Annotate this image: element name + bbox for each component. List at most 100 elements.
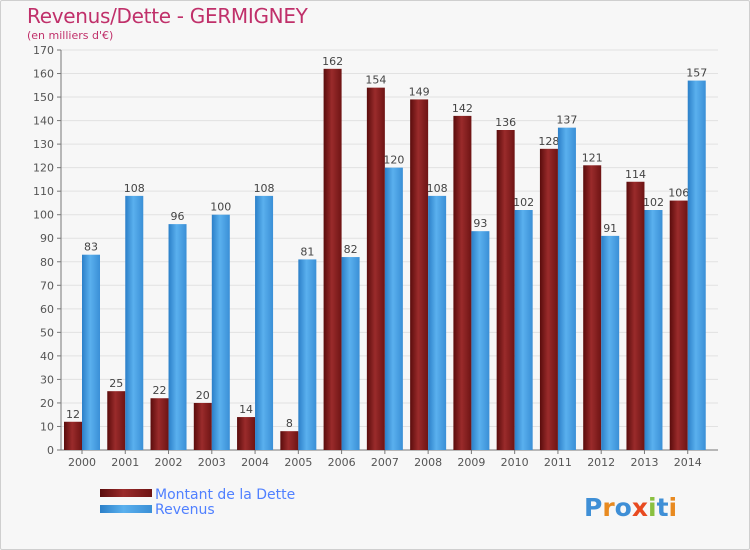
bar-dette bbox=[669, 200, 688, 450]
bar-revenus bbox=[82, 254, 100, 450]
legend-label-revenus: Revenus bbox=[155, 502, 215, 518]
data-label: 108 bbox=[124, 182, 145, 195]
bar-revenus bbox=[471, 231, 490, 450]
data-label: 82 bbox=[344, 243, 358, 256]
data-label: 128 bbox=[538, 135, 559, 148]
y-tick-label: 110 bbox=[33, 185, 54, 198]
data-label: 121 bbox=[582, 151, 603, 164]
bar-revenus bbox=[644, 210, 663, 450]
data-label: 136 bbox=[495, 116, 516, 129]
y-tick-label: 70 bbox=[40, 279, 54, 292]
data-label: 102 bbox=[513, 196, 534, 209]
bar-revenus bbox=[168, 224, 187, 450]
data-label: 91 bbox=[603, 222, 617, 235]
bar-dette bbox=[193, 402, 212, 450]
bar-dette bbox=[323, 68, 342, 450]
chart-title: Revenus/Dette - GERMIGNEY bbox=[27, 4, 308, 28]
y-tick-label: 10 bbox=[40, 420, 54, 433]
data-label: 22 bbox=[153, 384, 167, 397]
data-label: 25 bbox=[109, 377, 123, 390]
data-label: 162 bbox=[322, 55, 343, 68]
bar-revenus bbox=[601, 235, 620, 450]
data-label: 114 bbox=[625, 168, 646, 181]
bar-dette bbox=[583, 165, 602, 450]
y-tick-label: 80 bbox=[40, 256, 54, 269]
legend-swatch-debt bbox=[100, 489, 152, 497]
bar-dette bbox=[496, 130, 515, 450]
x-tick-label: 2006 bbox=[328, 456, 356, 469]
legend: Montant de la Dette Revenus bbox=[100, 487, 295, 518]
data-label: 108 bbox=[427, 182, 448, 195]
y-tick-label: 60 bbox=[40, 303, 54, 316]
data-label: 100 bbox=[210, 201, 231, 214]
x-tick-label: 2002 bbox=[155, 456, 183, 469]
data-label: 142 bbox=[452, 102, 473, 115]
y-tick-label: 170 bbox=[33, 44, 54, 57]
bar-dette bbox=[107, 391, 126, 450]
x-tick-label: 2007 bbox=[371, 456, 399, 469]
x-tick-label: 2014 bbox=[674, 456, 702, 469]
bar-revenus bbox=[255, 195, 274, 450]
y-tick-label: 0 bbox=[47, 444, 54, 457]
x-axis-ticks: 2000 2001 2002 2003 2004 2005 2006 2007 2008 2009… bbox=[68, 450, 702, 469]
y-tick-label: 150 bbox=[33, 91, 54, 104]
bar-dette bbox=[539, 148, 558, 450]
x-tick-label: 2013 bbox=[630, 456, 658, 469]
x-tick-label: 2001 bbox=[111, 456, 139, 469]
data-label: 8 bbox=[286, 417, 293, 430]
legend-label-debt: Montant de la Dette bbox=[155, 487, 295, 503]
y-tick-label: 130 bbox=[33, 138, 54, 151]
bar-dette bbox=[237, 417, 256, 450]
x-tick-label: 2004 bbox=[241, 456, 269, 469]
chart-subtitle: (en milliers d'€) bbox=[27, 29, 114, 42]
x-tick-label: 2010 bbox=[501, 456, 529, 469]
x-tick-label: 2012 bbox=[587, 456, 615, 469]
bar-dette bbox=[150, 398, 169, 450]
data-label: 137 bbox=[556, 114, 577, 127]
y-tick-label: 120 bbox=[33, 162, 54, 175]
y-tick-label: 40 bbox=[40, 350, 54, 363]
legend-swatch-revenus bbox=[100, 505, 152, 513]
data-label: 120 bbox=[383, 154, 404, 167]
data-label: 14 bbox=[239, 403, 253, 416]
bar-dette bbox=[453, 115, 472, 450]
bar-revenus bbox=[428, 195, 447, 450]
bar-revenus bbox=[687, 80, 706, 451]
data-label: 83 bbox=[84, 241, 98, 254]
y-tick-label: 30 bbox=[40, 373, 54, 386]
x-tick-label: 2000 bbox=[68, 456, 96, 469]
bar-revenus bbox=[298, 259, 317, 450]
x-tick-label: 2005 bbox=[284, 456, 312, 469]
y-tick-label: 20 bbox=[40, 397, 54, 410]
y-tick-label: 50 bbox=[40, 326, 54, 339]
data-label: 93 bbox=[473, 217, 487, 230]
data-label: 12 bbox=[66, 408, 80, 421]
bar-dette bbox=[280, 431, 299, 450]
bar-revenus bbox=[125, 195, 144, 450]
bar-revenus bbox=[211, 214, 230, 450]
logo-text: Proxiti bbox=[584, 493, 677, 522]
y-tick-label: 90 bbox=[40, 232, 54, 245]
x-tick-label: 2008 bbox=[414, 456, 442, 469]
bar-dette bbox=[410, 99, 429, 450]
proxiti-logo: Proxiti bbox=[584, 493, 677, 522]
y-tick-label: 160 bbox=[33, 68, 54, 81]
x-tick-label: 2009 bbox=[457, 456, 485, 469]
data-label: 106 bbox=[668, 187, 689, 200]
data-label: 102 bbox=[643, 196, 664, 209]
bar-dette bbox=[366, 87, 385, 450]
x-tick-label: 2003 bbox=[198, 456, 226, 469]
y-tick-label: 140 bbox=[33, 115, 54, 128]
data-label: 154 bbox=[365, 74, 386, 87]
data-label: 81 bbox=[300, 245, 314, 258]
bar-dette bbox=[626, 181, 645, 450]
bar-revenus bbox=[514, 210, 533, 450]
bars: 12 83 25 108 22 96 20 100 14 108 8 81 162 82 154 120 149… bbox=[64, 55, 707, 451]
y-axis-ticks: 0 10 20 30 40 50 60 70 80 90 100 110 120 130 140 150 160… bbox=[33, 44, 54, 457]
data-label: 157 bbox=[686, 67, 707, 80]
data-label: 20 bbox=[196, 389, 210, 402]
data-label: 96 bbox=[171, 210, 185, 223]
data-label: 108 bbox=[254, 182, 275, 195]
bar-revenus bbox=[384, 167, 403, 450]
